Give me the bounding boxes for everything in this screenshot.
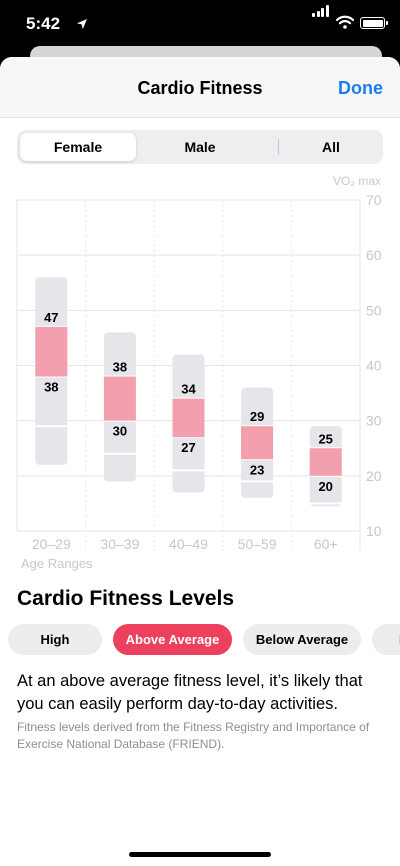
segment-separator <box>310 502 342 504</box>
above-average-band <box>310 448 342 476</box>
level-description: At an above average fitness level, it’s … <box>17 670 387 716</box>
x-tick-label: 40–49 <box>169 536 208 552</box>
x-axis-label: Age Ranges <box>21 556 93 571</box>
x-tick-label: 60+ <box>314 536 338 552</box>
y-tick-10: 10 <box>366 523 382 539</box>
chip-low[interactable]: Low <box>372 624 400 655</box>
data-label-lower: 27 <box>181 440 195 455</box>
segment-separator <box>104 453 136 455</box>
segment-female[interactable]: Female <box>20 133 136 161</box>
location-arrow-icon <box>76 18 88 30</box>
above-average-band <box>173 399 205 438</box>
above-average-band <box>104 377 136 421</box>
data-label-upper: 29 <box>250 409 264 424</box>
segment-separator <box>173 469 205 471</box>
y-tick-50: 50 <box>366 302 382 318</box>
data-label-upper: 47 <box>44 310 58 325</box>
y-tick-60: 60 <box>366 247 382 263</box>
above-average-band <box>35 327 67 377</box>
home-indicator <box>129 852 271 857</box>
data-label-lower: 23 <box>250 462 264 477</box>
segment-all[interactable]: All <box>279 130 383 164</box>
x-tick-label: 30–39 <box>100 536 139 552</box>
battery-icon <box>360 17 385 29</box>
data-source-footnote: Fitness levels derived from the Fitness … <box>17 719 387 753</box>
data-label-lower: 38 <box>44 380 58 395</box>
data-label-lower: 30 <box>113 424 127 439</box>
x-tick-label: 20–29 <box>32 536 71 552</box>
y-axis-label: VO₂ max <box>333 174 381 188</box>
chip-above-average[interactable]: Above Average <box>113 624 232 655</box>
fitness-level-chips: High Above Average Below Average Low <box>0 624 400 656</box>
navigation-bar: Cardio Fitness Done <box>0 57 400 118</box>
data-label-upper: 25 <box>318 431 332 446</box>
segment-separator <box>35 425 67 427</box>
y-tick-40: 40 <box>366 358 382 374</box>
sex-segmented-control: Female Male All <box>17 130 383 164</box>
y-tick-70: 70 <box>366 192 382 208</box>
chip-high[interactable]: High <box>8 624 102 655</box>
data-label-lower: 20 <box>318 479 332 494</box>
wifi-icon <box>336 15 354 29</box>
vo2-max-chart: VO₂ max 10 20 30 40 50 60 70 47 38 20–29 38 30 30–39 3… <box>0 165 400 575</box>
done-button[interactable]: Done <box>338 78 383 99</box>
data-label-upper: 34 <box>181 382 196 397</box>
segment-separator <box>241 480 273 482</box>
y-tick-30: 30 <box>366 413 382 429</box>
data-label-upper: 38 <box>113 360 127 375</box>
y-tick-20: 20 <box>366 468 382 484</box>
segment-male[interactable]: Male <box>141 130 259 164</box>
status-time: 5:42 <box>26 14 60 34</box>
cardio-fitness-sheet: Cardio Fitness Done Female Male All VO₂ … <box>0 57 400 866</box>
chip-below-average[interactable]: Below Average <box>243 624 361 655</box>
status-bar: 5:42 <box>0 0 400 50</box>
above-average-band <box>241 426 273 459</box>
levels-heading: Cardio Fitness Levels <box>17 587 234 611</box>
x-tick-label: 50–59 <box>238 536 277 552</box>
